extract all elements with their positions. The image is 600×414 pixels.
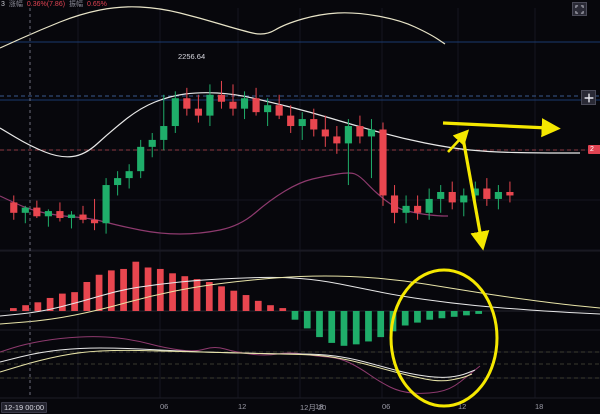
kdj-indicator — [0, 336, 481, 394]
macd-indicator — [0, 261, 600, 346]
change-value: 0.36%(7.86) — [26, 1, 66, 8]
candlestick-series — [10, 80, 514, 234]
x-axis-tick: 18 — [535, 402, 544, 411]
x-axis-tick: 18 — [315, 402, 324, 411]
drawing-annotations[interactable] — [389, 118, 561, 408]
reference-lines — [0, 41, 600, 379]
amplitude-label: 振幅 — [69, 1, 84, 8]
crosshair-icon[interactable] — [581, 90, 596, 105]
fullscreen-icon[interactable] — [572, 2, 587, 16]
crosshair-glyph — [584, 93, 593, 102]
x-axis-tick: 12 — [458, 402, 467, 411]
symbol-label: 3 — [1, 1, 5, 8]
x-axis-tick: 12-19 00:00 — [1, 402, 48, 413]
fullscreen-glyph — [575, 4, 584, 14]
change-label: 涨幅 — [8, 1, 23, 8]
price-callout: 2256.64 — [178, 52, 206, 61]
x-axis-tick: 06 — [382, 402, 391, 411]
ticker-header: 3 涨幅 0.36%(7.86) 振幅 0.65% — [0, 0, 107, 10]
x-axis-tick: 12月 20 — [300, 403, 327, 412]
amplitude-value: 0.65% — [87, 1, 107, 8]
last-price-tag: 2 — [588, 145, 600, 154]
x-axis-tick: 12 — [238, 402, 247, 411]
x-axis-tick: 06 — [160, 402, 169, 411]
